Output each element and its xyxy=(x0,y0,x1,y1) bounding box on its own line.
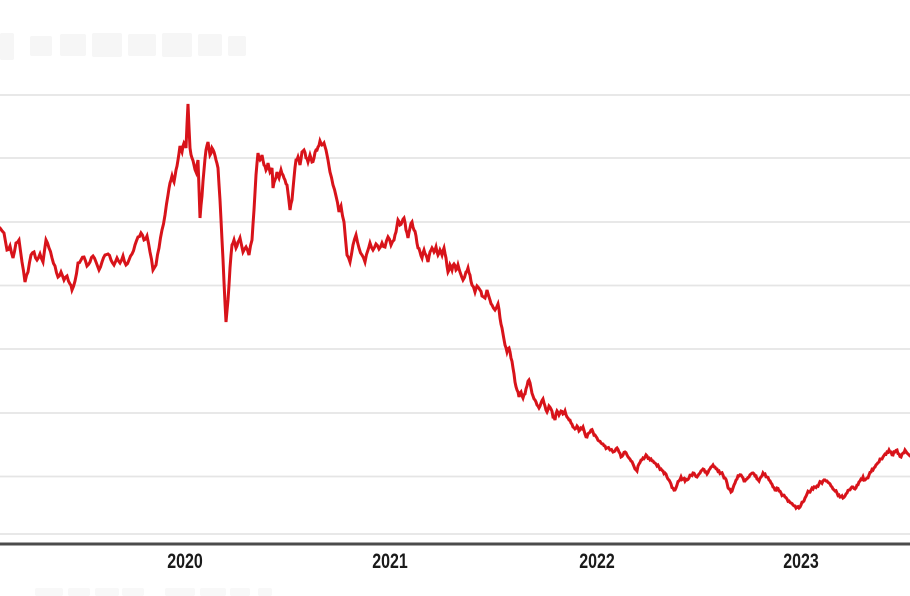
caption-glyph xyxy=(122,588,144,596)
caption-glyph xyxy=(35,588,63,596)
watermark-glyph xyxy=(0,33,14,60)
x-tick-text: 2022 xyxy=(579,550,615,573)
caption-glyph xyxy=(230,588,250,596)
x-tick-label-2022: 2022 xyxy=(574,551,621,573)
x-tick-text: 2021 xyxy=(372,550,408,573)
watermark-glyph xyxy=(228,36,246,56)
caption-glyph xyxy=(95,588,119,596)
price-line xyxy=(0,103,910,511)
watermark-glyph xyxy=(198,34,222,56)
caption-glyph xyxy=(68,588,90,596)
watermark-glyph xyxy=(60,34,86,56)
watermark-glyph xyxy=(92,33,122,57)
x-tick-text: 2020 xyxy=(167,550,203,573)
caption-glyph xyxy=(165,588,195,596)
x-tick-text: 2023 xyxy=(783,550,819,573)
watermark-glyph xyxy=(162,33,192,57)
x-tick-label-2021: 2021 xyxy=(367,551,414,573)
x-tick-label-2020: 2020 xyxy=(162,551,209,573)
x-tick-label-2023: 2023 xyxy=(778,551,825,573)
watermark-glyph xyxy=(128,34,156,56)
caption-glyph xyxy=(200,588,226,596)
watermark-glyph xyxy=(30,36,52,56)
caption-glyph xyxy=(258,588,272,596)
